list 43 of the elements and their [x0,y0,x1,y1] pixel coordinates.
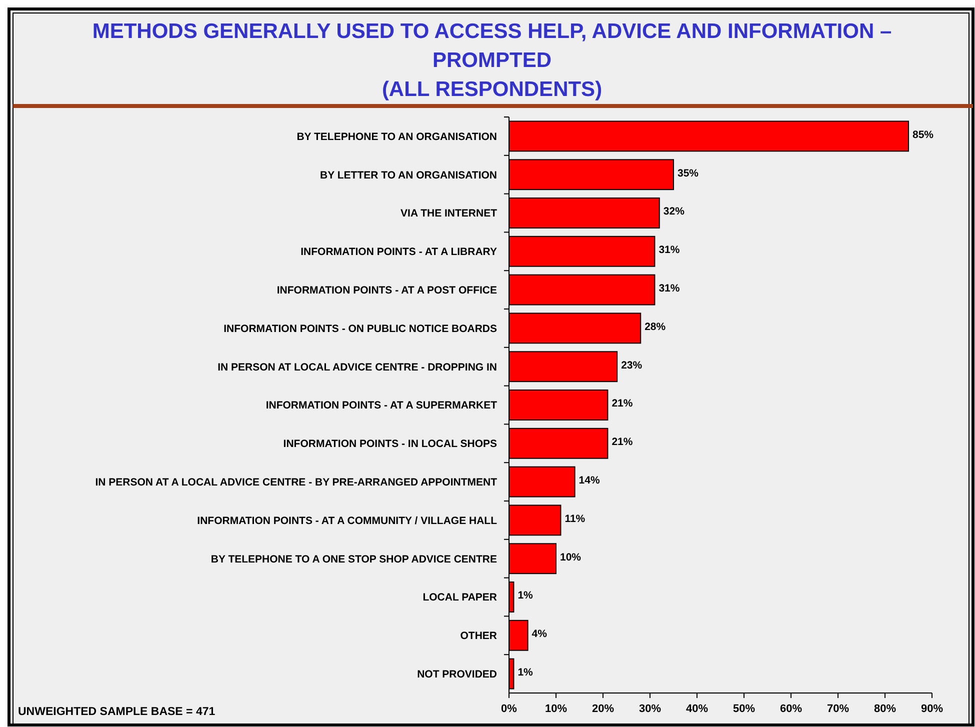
data-label: 31% [658,244,680,256]
data-label: 21% [612,398,634,410]
y-tick-label: INFORMATION POINTS - IN LOCAL SHOPS [283,438,497,450]
x-tick-label: 30% [638,703,662,715]
data-label: 21% [612,436,634,448]
x-tick-label: 40% [686,703,708,715]
y-tick-label: LOCAL PAPER [422,592,498,604]
y-tick-label: NOT PROVIDED [417,668,498,680]
x-tick-label: 80% [874,703,896,715]
data-label: 23% [621,359,643,372]
x-tick-label: 60% [780,703,802,715]
y-tick-label: OTHER [460,630,498,642]
data-label: 35% [678,167,700,180]
y-tick-label: INFORMATION POINTS - AT A LIBRARY [300,246,497,258]
data-label: 1% [518,666,534,678]
y-tick-label: BY TELEPHONE TO AN ORGANISATION [296,130,497,143]
x-tick-label: 10% [544,703,568,715]
data-label: 85% [912,128,934,141]
x-tick-label: 90% [920,703,944,715]
y-tick-label: IN PERSON AT LOCAL ADVICE CENTRE - DROPPING IN [218,361,497,374]
data-label: 4% [532,628,548,640]
data-label: 1% [518,590,534,602]
text: UNWEIGHTED SAMPLE BASE = 471 [18,706,216,718]
y-tick-label: IN PERSON AT A LOCAL ADVICE CENTRE - BY PRE-ARRANGED APPOINTMENT [95,476,498,488]
chart-title: METHODS GENERALLY USED TO ACCESS HELP, ADVICE AND INFORMATION – PROMPTED [92,20,892,72]
data-label: 11% [564,512,586,525]
data-label: 10% [560,551,582,564]
x-tick-label: 0% [501,703,518,715]
y-tick-label: INFORMATION POINTS - AT A POST OFFICE [276,284,497,296]
y-tick-label: BY LETTER TO AN ORGANISATION [320,169,497,182]
x-tick-label: 70% [826,703,850,715]
data-label: 31% [658,282,680,294]
x-tick-label: 20% [592,703,614,715]
y-tick-label: INFORMATION POINTS - ON PUBLIC NOTICE BOARDS [224,322,497,335]
y-tick-label: INFORMATION POINTS - AT A SUPERMARKET [266,400,498,412]
y-tick-label: BY TELEPHONE TO A ONE STOP SHOP ADVICE CENTRE [210,553,497,566]
y-tick-label: INFORMATION POINTS - AT A COMMUNITY / VILLAGE HALL [197,514,498,527]
chart-subtitle: (ALL RESPONDENTS) [382,78,602,101]
data-label: 32% [663,206,686,218]
x-tick-label: 50% [732,703,756,715]
data-label: 14% [578,474,600,486]
y-tick-label: VIA THE INTERNET [400,208,498,220]
data-label: 28% [644,320,666,333]
